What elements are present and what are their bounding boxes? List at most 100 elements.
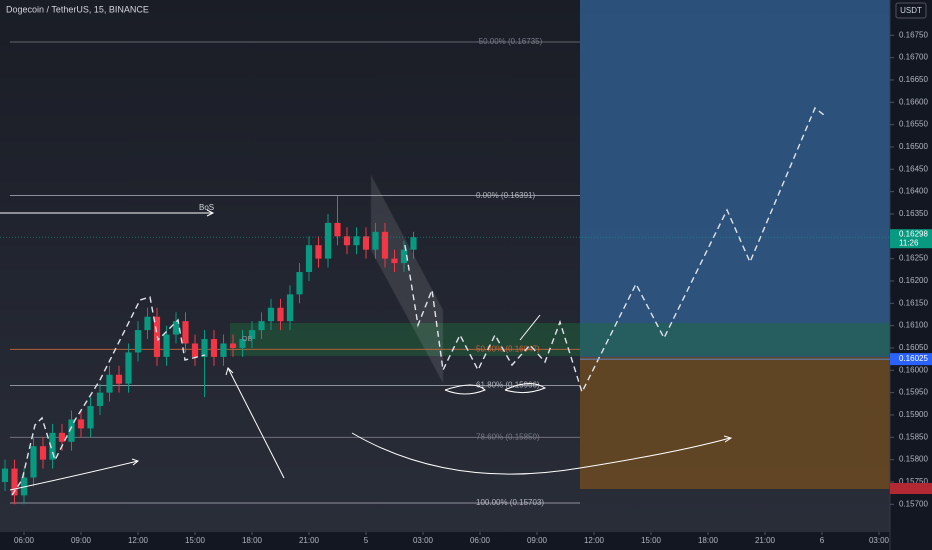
candle-body	[1, 468, 9, 482]
currency: USDT	[900, 6, 922, 15]
arrow-head	[723, 435, 733, 443]
candle-body	[372, 231, 379, 250]
y-tick-label: 0.15950	[899, 388, 928, 397]
candle-body	[77, 419, 85, 429]
candle-body	[267, 307, 275, 322]
x-tick-label: 15:00	[641, 536, 662, 545]
order-block-zone	[230, 323, 890, 356]
entry-label: 0.16025	[899, 354, 928, 363]
x-tick-label: 21:00	[755, 536, 776, 545]
candle-body	[210, 339, 218, 357]
last-price-tag	[890, 229, 932, 249]
scribble	[444, 383, 547, 395]
ob-label: OB	[242, 336, 252, 343]
x-tick-label: 06:00	[14, 536, 35, 545]
y-tick-label: 0.15700	[899, 499, 928, 508]
entry-tag	[890, 353, 932, 366]
stop-zone	[580, 357, 890, 489]
candle-body	[191, 343, 199, 357]
candle-body	[391, 258, 398, 264]
x-tick-label: 06:00	[470, 536, 491, 545]
y-tick-label: 0.16050	[899, 343, 928, 352]
fib-label: 61.80% (0.15966)	[476, 381, 540, 390]
x-tick-label: 18:00	[242, 536, 263, 545]
candle-body	[106, 374, 113, 393]
candle-body	[305, 245, 313, 273]
candle-body	[343, 236, 351, 246]
target-zone	[580, 0, 890, 357]
y-tick-label: 0.16650	[899, 75, 928, 84]
x-tick-label: 12:00	[584, 536, 605, 545]
candle-body	[172, 321, 180, 335]
candle-body	[362, 236, 370, 250]
x-tick-label: 03:00	[413, 536, 434, 545]
x-tick-label: 21:00	[299, 536, 320, 545]
y-tick-label: 0.16700	[899, 53, 928, 62]
candle-body	[296, 272, 303, 295]
x-tick-label: 12:00	[128, 536, 149, 545]
candle-body	[182, 321, 189, 344]
y-tick-label: 0.16750	[899, 30, 928, 39]
fib-label: 0.00% (0.16391)	[476, 191, 535, 200]
candle-body	[115, 374, 123, 384]
y-tick-label: 0.16400	[899, 187, 928, 196]
fib-label: 50.00% (0.16047)	[476, 344, 540, 353]
x-tick-label: 03:00	[869, 536, 890, 545]
curve-arrow	[351, 432, 731, 475]
y-tick-label: 0.16250	[899, 254, 928, 263]
last-price-label: 0.16298	[899, 229, 928, 238]
candle-body	[49, 432, 56, 460]
candle-body	[134, 330, 142, 353]
candle-body	[11, 468, 18, 496]
candle-body	[239, 339, 246, 348]
fib-label: -50.00% (0.16735)	[476, 37, 543, 46]
y-tick-label: 0.16200	[899, 276, 928, 285]
candle-body	[400, 249, 408, 264]
y-tick-label: 0.16150	[899, 298, 928, 307]
y-tick-label: 0.15800	[899, 455, 928, 464]
x-tick-label: 5	[364, 536, 369, 545]
drawings	[0, 106, 825, 496]
candle-body	[286, 294, 294, 322]
y-tick-label: 0.16550	[899, 120, 928, 129]
price-axis-panel	[890, 0, 932, 550]
x-tick-label: 6	[820, 536, 825, 545]
y-tick-label: 0.15900	[899, 410, 928, 419]
candle-body	[144, 316, 151, 331]
candle-body	[353, 236, 360, 246]
channel	[370, 174, 444, 384]
candle-body	[248, 330, 256, 340]
candle-body	[125, 352, 132, 384]
candle-body	[229, 343, 237, 348]
x-tick-label: 18:00	[698, 536, 719, 545]
candle-body	[96, 392, 104, 407]
y-tick-label: 0.15850	[899, 432, 928, 441]
candle-body	[220, 343, 227, 357]
y-tick-label: 0.16500	[899, 142, 928, 151]
arrow-line	[227, 367, 285, 479]
projection	[11, 296, 206, 496]
countdown: 11:26	[899, 238, 919, 247]
candle-body	[20, 477, 28, 496]
candle-body	[315, 245, 322, 259]
curve-arrow	[9, 460, 139, 491]
y-tick-label: 0.16350	[899, 209, 928, 218]
projection	[404, 106, 825, 394]
stop-price-tag	[890, 483, 932, 494]
candle-body	[277, 307, 284, 322]
candle-body	[68, 419, 75, 442]
y-tick-label: 0.15750	[899, 477, 928, 486]
arrow-head	[206, 209, 215, 217]
x-tick-label: 09:00	[71, 536, 92, 545]
y-tick-label: 0.16600	[899, 97, 928, 106]
candle-body	[410, 237, 417, 250]
y-tick-label: 0.16450	[899, 164, 928, 173]
arrow-head	[225, 367, 234, 376]
candle-body	[201, 339, 208, 357]
arrow-head	[131, 458, 140, 466]
candle-body	[30, 446, 37, 478]
candle-body	[381, 231, 389, 259]
y-tick-label: 0.16100	[899, 321, 928, 330]
candle-body	[258, 321, 265, 331]
